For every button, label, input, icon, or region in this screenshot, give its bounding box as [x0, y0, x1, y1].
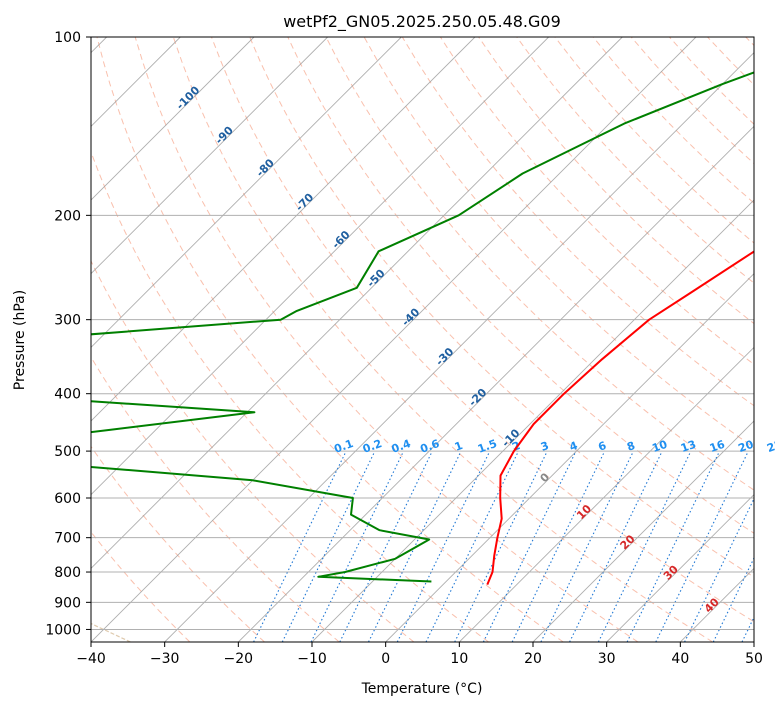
isotherm-line	[91, 37, 255, 201]
mixing-ratio-line	[540, 450, 634, 642]
mixing-ratio-label: 1.5	[476, 437, 499, 456]
mixing-ratio-label: 0.2	[361, 437, 384, 456]
mixing-ratio-label: 3	[539, 439, 551, 454]
y-tick-label: 100	[54, 30, 81, 46]
mixing-ratio-label: 0.6	[419, 437, 442, 456]
mixing-ratio-label: 20	[736, 438, 755, 456]
mixing-ratio-line	[454, 450, 548, 642]
y-tick-label: 400	[54, 387, 81, 403]
temperature-profile-line	[486, 250, 754, 585]
mixing-ratio-label: 13	[679, 438, 698, 455]
mixing-ratio-label: 4	[568, 439, 580, 454]
mixing-ratio-label: 8	[625, 439, 637, 454]
dry-adiabat	[325, 37, 754, 491]
x-tick-label: 0	[381, 651, 390, 667]
x-tick-label: −30	[150, 651, 180, 667]
x-axis-title: Temperature (°C)	[361, 681, 483, 697]
dry-adiabat	[249, 37, 754, 578]
y-tick-label: 300	[54, 313, 81, 329]
dry-adiabat	[134, 37, 639, 642]
isotherm-line	[459, 346, 754, 642]
y-axis-title: Pressure (hPa)	[12, 290, 28, 390]
dry-adiabat	[91, 445, 265, 642]
isotherm-line	[532, 420, 754, 642]
mixing-ratio-labels: 0.10.20.40.611.52346810131620253036	[332, 437, 775, 456]
x-tick-label: −10	[297, 651, 327, 667]
x-tick-label: 20	[524, 651, 542, 667]
profile-series	[91, 71, 754, 585]
y-tick-label: 900	[54, 595, 81, 611]
y-tick-label: 1000	[45, 622, 81, 638]
isotherm-line	[91, 37, 328, 275]
plot-background	[91, 37, 754, 642]
x-axis-ticks: −40 −30 −20 −10 0 10 20 30 40 50	[76, 642, 763, 667]
y-tick-label: 800	[54, 565, 81, 581]
chart-title: wetPf2_GN05.2025.250.05.48.G09	[283, 12, 561, 32]
mixing-ratio-line	[253, 450, 347, 642]
mixing-ratio-line	[368, 450, 462, 642]
mixing-ratio-label: 1	[453, 439, 465, 454]
mixing-ratio-label: 16	[708, 438, 727, 456]
background-lines	[91, 37, 754, 642]
x-tick-label: 40	[671, 651, 689, 667]
x-tick-label: 10	[450, 651, 468, 667]
isotherm-line	[91, 37, 476, 422]
isotherm-line	[164, 52, 754, 642]
isotherm-line	[91, 37, 623, 569]
mixing-ratio-line	[482, 450, 577, 642]
y-tick-label: 200	[54, 208, 81, 224]
x-tick-label: −20	[224, 651, 254, 667]
mixing-ratio-label: 6	[596, 439, 608, 454]
mixing-ratio-label: 0.4	[390, 437, 413, 456]
plot-frame	[90, 36, 755, 643]
dewpoint-profile-line	[91, 71, 754, 583]
x-tick-label: 50	[745, 651, 763, 667]
dry-adiabat	[287, 37, 754, 534]
mixing-ratio-line	[339, 450, 433, 642]
dry-adiabat	[172, 37, 713, 642]
dry-adiabat	[516, 37, 754, 284]
mixing-ratio-line	[655, 450, 749, 642]
isotherm-line	[606, 494, 754, 642]
isotherm-line	[311, 199, 754, 642]
dry-adiabat	[211, 37, 754, 623]
mixing-ratio-label: 0.1	[332, 437, 355, 456]
isotherm-line	[91, 37, 402, 348]
mixing-ratio-label: 10	[650, 438, 669, 456]
mixing-ratio-line	[425, 450, 519, 642]
isotherm-line	[385, 273, 754, 642]
y-tick-label: 600	[54, 491, 81, 507]
mixing-ratio-line	[569, 450, 663, 642]
dry-adiabat	[91, 356, 340, 642]
isotherm-line	[753, 641, 754, 642]
dry-adiabat	[91, 259, 415, 642]
isotherm-line	[91, 37, 549, 496]
dry-adiabat	[96, 37, 564, 642]
y-axis-ticks: 100 200 300 400 500 600 700 800 900 1000	[45, 30, 91, 638]
x-tick-label: −40	[76, 651, 106, 667]
isotherm-line	[238, 125, 754, 642]
y-tick-label: 500	[54, 444, 81, 460]
x-tick-label: 30	[598, 651, 616, 667]
mixing-ratio-line	[281, 450, 376, 642]
y-tick-label: 700	[54, 531, 81, 547]
mixing-ratio-line	[511, 450, 606, 642]
mixing-ratio-label: 25	[765, 438, 775, 455]
mixing-ratio-line	[626, 450, 721, 642]
